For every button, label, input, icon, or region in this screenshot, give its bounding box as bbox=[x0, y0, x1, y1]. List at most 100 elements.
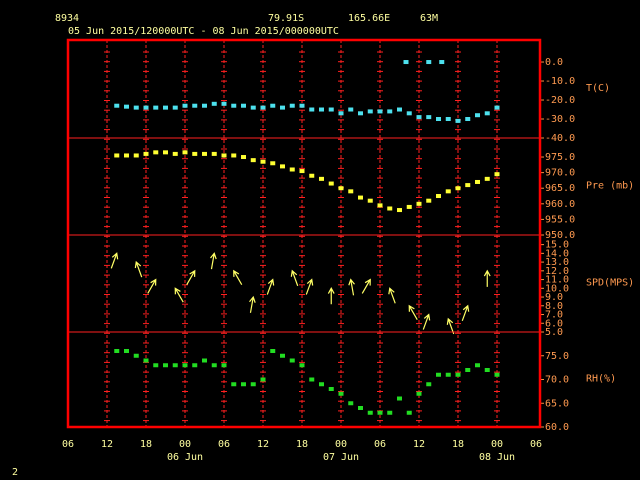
data-point bbox=[299, 169, 305, 174]
data-point bbox=[484, 176, 490, 181]
data-point bbox=[475, 179, 480, 184]
wind-arrow bbox=[408, 304, 418, 320]
data-point bbox=[387, 206, 393, 211]
data-point bbox=[465, 368, 471, 372]
page-number: 2 bbox=[12, 467, 18, 478]
y-tick-label: -40.0 bbox=[545, 133, 575, 144]
data-point bbox=[114, 153, 120, 158]
wind-arrow bbox=[446, 317, 455, 335]
data-point bbox=[416, 391, 422, 396]
data-point bbox=[455, 186, 461, 191]
y-axis-label: RH(%) bbox=[586, 374, 616, 385]
y-tick-label: 12.0 bbox=[545, 266, 569, 277]
data-point bbox=[241, 155, 246, 160]
data-point bbox=[260, 105, 266, 110]
data-point bbox=[377, 203, 383, 208]
data-point bbox=[406, 204, 412, 209]
data-point bbox=[231, 103, 237, 108]
y-axis-label: SPD(MPS) bbox=[586, 278, 634, 289]
y-tick-label: 970.0 bbox=[545, 168, 575, 179]
data-point bbox=[280, 353, 285, 358]
y-tick-label: 60.0 bbox=[545, 422, 569, 433]
data-point bbox=[406, 111, 412, 116]
date-label: 06 Jun bbox=[167, 452, 203, 463]
y-tick-label: -30.0 bbox=[545, 114, 575, 125]
data-point bbox=[426, 198, 432, 203]
data-point bbox=[241, 382, 246, 387]
data-point bbox=[289, 167, 295, 172]
x-tick-label: 12 bbox=[257, 439, 269, 450]
wind-arrow bbox=[210, 252, 217, 270]
y-tick-label: -20.0 bbox=[545, 95, 575, 106]
data-point bbox=[455, 118, 461, 123]
data-point bbox=[172, 151, 178, 156]
data-point bbox=[172, 363, 178, 368]
data-point bbox=[202, 358, 207, 363]
data-point bbox=[439, 60, 445, 65]
y-tick-label: -10.0 bbox=[545, 76, 575, 87]
x-tick-label: 06 bbox=[530, 439, 542, 450]
y-tick-label: 15.0 bbox=[545, 240, 569, 251]
data-point bbox=[445, 372, 451, 377]
date-label: 07 Jun bbox=[323, 452, 359, 463]
wind-arrow bbox=[290, 269, 299, 287]
data-point bbox=[358, 406, 363, 410]
data-point bbox=[348, 189, 354, 194]
wind-arrow bbox=[186, 269, 196, 285]
data-point bbox=[309, 173, 315, 178]
data-point bbox=[416, 201, 422, 206]
data-point bbox=[289, 358, 295, 363]
data-point bbox=[445, 189, 451, 194]
x-tick-label: 12 bbox=[413, 439, 425, 450]
data-point bbox=[114, 103, 120, 108]
data-point bbox=[319, 382, 324, 387]
elevation: 63M bbox=[420, 13, 438, 24]
data-point bbox=[163, 150, 168, 155]
data-point bbox=[455, 372, 461, 377]
y-axis-label: T(C) bbox=[586, 83, 610, 94]
data-point bbox=[211, 101, 217, 106]
data-point bbox=[182, 363, 188, 368]
data-point bbox=[397, 208, 402, 213]
wind-arrow bbox=[348, 278, 355, 296]
data-point bbox=[319, 176, 324, 181]
data-point bbox=[153, 150, 159, 155]
data-point bbox=[367, 109, 373, 114]
data-point bbox=[182, 150, 188, 155]
y-tick-label: 11.0 bbox=[545, 275, 569, 286]
data-point bbox=[309, 107, 315, 112]
data-point bbox=[299, 363, 305, 368]
data-point bbox=[338, 391, 344, 396]
data-point bbox=[231, 153, 237, 158]
data-point bbox=[319, 107, 324, 112]
data-point bbox=[309, 377, 315, 382]
data-point bbox=[124, 349, 129, 353]
y-tick-label: 14.0 bbox=[545, 248, 569, 259]
data-point bbox=[328, 181, 334, 186]
data-point bbox=[377, 410, 383, 415]
data-point bbox=[367, 198, 373, 203]
data-point bbox=[484, 111, 490, 116]
data-point bbox=[260, 159, 266, 164]
data-point bbox=[241, 103, 246, 108]
data-point bbox=[270, 161, 276, 166]
wind-arrow bbox=[361, 278, 371, 294]
wind-arrow bbox=[266, 278, 275, 295]
data-point bbox=[172, 105, 178, 110]
data-point bbox=[348, 401, 354, 406]
data-point bbox=[133, 105, 139, 110]
data-point bbox=[367, 410, 373, 415]
data-point bbox=[163, 363, 168, 368]
data-point bbox=[192, 151, 198, 156]
x-tick-label: 06 bbox=[218, 439, 230, 450]
data-point bbox=[231, 382, 237, 387]
data-point bbox=[377, 109, 383, 114]
x-tick-label: 12 bbox=[101, 439, 113, 450]
data-point bbox=[299, 103, 305, 108]
data-point bbox=[348, 107, 354, 112]
data-point bbox=[202, 151, 207, 156]
data-point bbox=[328, 387, 334, 391]
wind-arrow bbox=[461, 304, 470, 322]
x-tick-label: 18 bbox=[296, 439, 308, 450]
header: 8934 79.91S 165.66E 63M 05 Jun 2015/1200… bbox=[55, 13, 438, 37]
